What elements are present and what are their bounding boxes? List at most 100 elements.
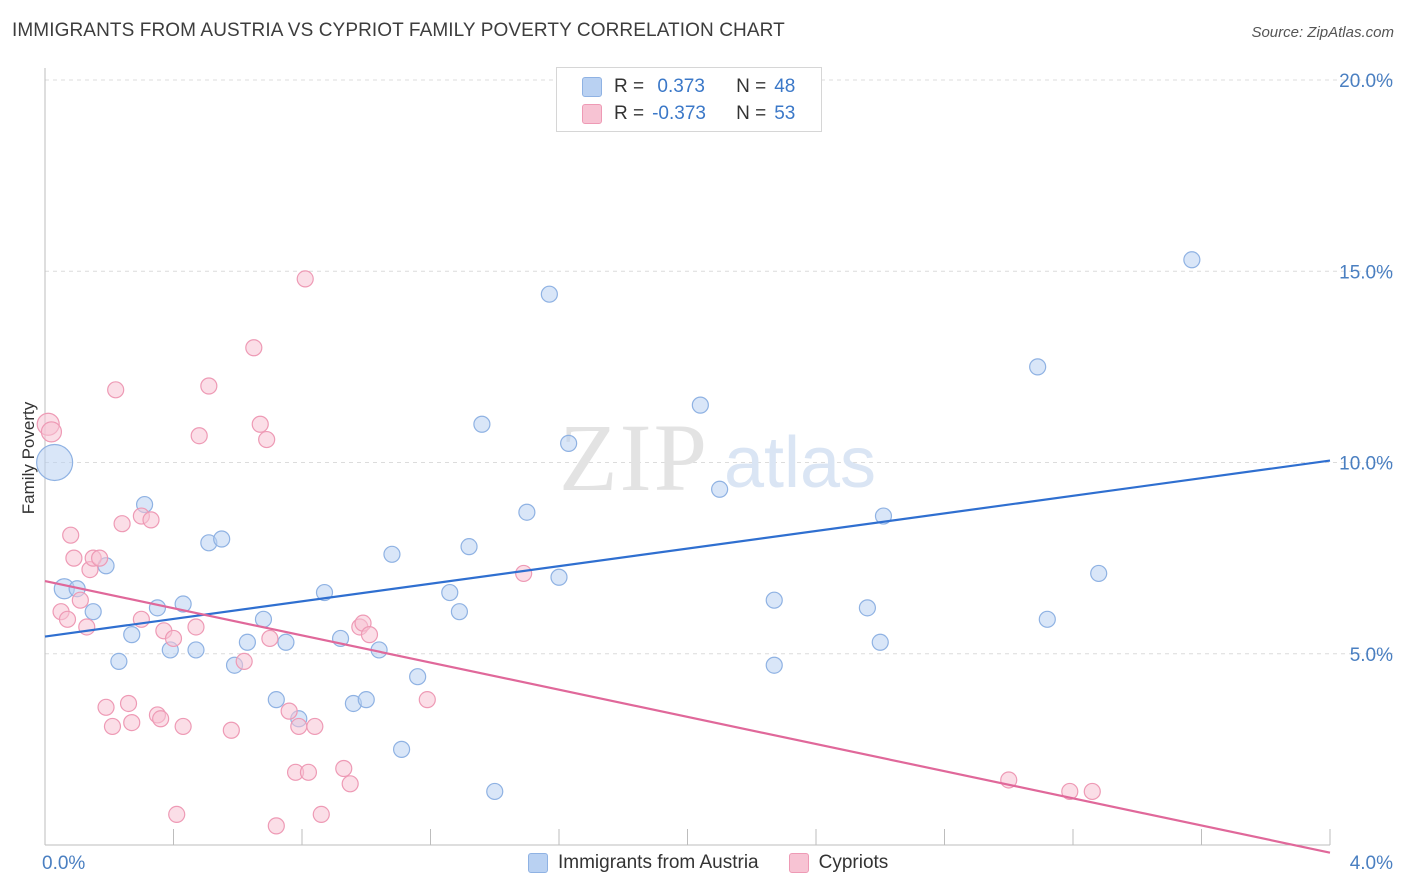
trend-lines <box>44 459 1331 854</box>
austria-point <box>84 603 102 621</box>
watermark-atlas: atlas <box>724 423 876 503</box>
legend-swatch-pink <box>788 853 809 873</box>
x-tick-label: 0.0% <box>42 853 85 874</box>
austria-point <box>1029 358 1047 376</box>
y-axis-label: Family Poverty <box>19 401 38 514</box>
cypriot-point <box>418 691 436 709</box>
legend-row-cypriots: R = -0.373 N = 53 <box>582 102 795 126</box>
cypriot-point <box>306 717 324 736</box>
cypriot-point <box>341 775 359 793</box>
austria-point <box>392 740 411 758</box>
austria-point <box>473 415 491 433</box>
austria-point <box>277 633 295 651</box>
austria-point <box>1183 251 1201 269</box>
cypriot-point <box>107 381 125 399</box>
austria-point <box>550 568 568 586</box>
austria-point <box>871 633 889 651</box>
cypriot-point <box>142 511 160 529</box>
cypriot-point <box>299 763 318 781</box>
cypriot-point <box>312 805 330 824</box>
austria-point <box>1090 564 1108 583</box>
cypriot-point <box>261 629 279 648</box>
grid <box>45 79 1395 655</box>
austria-point <box>238 633 256 651</box>
legend-r-label: R = <box>614 76 645 97</box>
correlation-legend: R = 0.373 N = 48 R = -0.373 N = 53 <box>556 67 822 132</box>
cypriot-point <box>152 710 170 728</box>
austria-point <box>148 599 167 617</box>
cypriot-point <box>71 591 89 609</box>
data-points <box>36 251 1201 835</box>
legend-r-value: -0.373 <box>652 103 706 124</box>
austria-point <box>110 652 128 671</box>
austria-point <box>267 691 285 709</box>
austria-point <box>711 480 729 498</box>
cypriot-point <box>280 702 298 720</box>
cypriot-point <box>119 694 138 713</box>
austria-point <box>486 782 504 801</box>
y-tick-label: 10.0% <box>1339 454 1393 475</box>
austria-point <box>560 434 578 452</box>
cypriot-point <box>58 610 77 628</box>
x-tick-label: 4.0% <box>1350 853 1393 874</box>
austria-point <box>874 507 893 525</box>
cypriot-point <box>187 618 205 636</box>
austria-point <box>383 545 401 563</box>
legend-n-value: 53 <box>774 103 796 124</box>
cypriot-point <box>290 717 308 736</box>
series-legend: Immigrants from Austria Cypriots <box>528 852 918 874</box>
cypriot-point <box>235 652 253 671</box>
legend-swatch-blue <box>528 853 548 873</box>
austria-point <box>187 641 205 659</box>
austria-point <box>691 396 709 414</box>
austria-point <box>518 503 536 521</box>
cypriot-point <box>245 339 263 357</box>
cypriot-point <box>103 717 122 736</box>
legend-n-label: N = <box>736 103 767 124</box>
cypriot-point <box>62 526 80 544</box>
cypriot-point <box>1061 782 1079 801</box>
cypriot-point <box>222 721 240 739</box>
austria-point <box>540 285 558 303</box>
austria-point <box>357 691 375 709</box>
austria-point <box>174 595 192 613</box>
tick-labels: 5.0% 10.0% 15.0% 20.0% 0.0% 4.0% <box>42 71 1393 874</box>
y-tick-label: 5.0% <box>1350 645 1393 666</box>
cypriot-point <box>296 270 314 288</box>
source-label: Source: ZipAtlas.com <box>1251 24 1394 41</box>
austria-point <box>450 603 469 621</box>
cypriot-point <box>91 549 109 567</box>
series-legend-austria[interactable]: Immigrants from Austria <box>528 852 759 874</box>
series-legend-label: Cypriots <box>818 852 889 873</box>
cypriot-point <box>97 698 115 716</box>
cypriot-point <box>200 377 218 395</box>
austria-point <box>315 583 334 602</box>
legend-r-label: R = <box>614 103 645 124</box>
cypriot-point <box>123 713 141 732</box>
austria-point <box>441 583 459 602</box>
austria-point <box>460 538 478 556</box>
legend-n-value: 48 <box>774 76 796 97</box>
cypriot-point <box>40 421 63 443</box>
austria-point <box>123 626 141 644</box>
legend-n-label: N = <box>736 76 767 97</box>
cypriot-point <box>258 430 276 449</box>
austria-point <box>213 530 231 548</box>
legend-r-value: 0.373 <box>652 76 705 97</box>
cypriot-point <box>1083 782 1101 801</box>
cypriot-point <box>174 717 192 736</box>
cypriot-point <box>515 564 533 583</box>
y-tick-label: 20.0% <box>1339 71 1393 92</box>
cypriot-point <box>168 805 186 824</box>
austria-trend-line <box>44 459 1331 638</box>
cypriot-point <box>251 415 269 433</box>
legend-swatch-blue <box>582 77 602 97</box>
series-legend-cypriots[interactable]: Cypriots <box>788 852 889 874</box>
austria-point <box>36 443 74 482</box>
austria-point <box>858 599 877 617</box>
austria-point <box>765 656 783 674</box>
series-legend-label: Immigrants from Austria <box>558 852 759 873</box>
cypriot-point <box>360 626 379 644</box>
cypriot-trend-line <box>44 579 1331 854</box>
cypriot-point <box>267 817 285 835</box>
